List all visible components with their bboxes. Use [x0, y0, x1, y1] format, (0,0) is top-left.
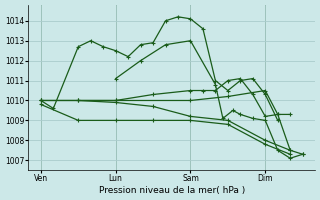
X-axis label: Pression niveau de la mer( hPa ): Pression niveau de la mer( hPa ): [99, 186, 245, 195]
